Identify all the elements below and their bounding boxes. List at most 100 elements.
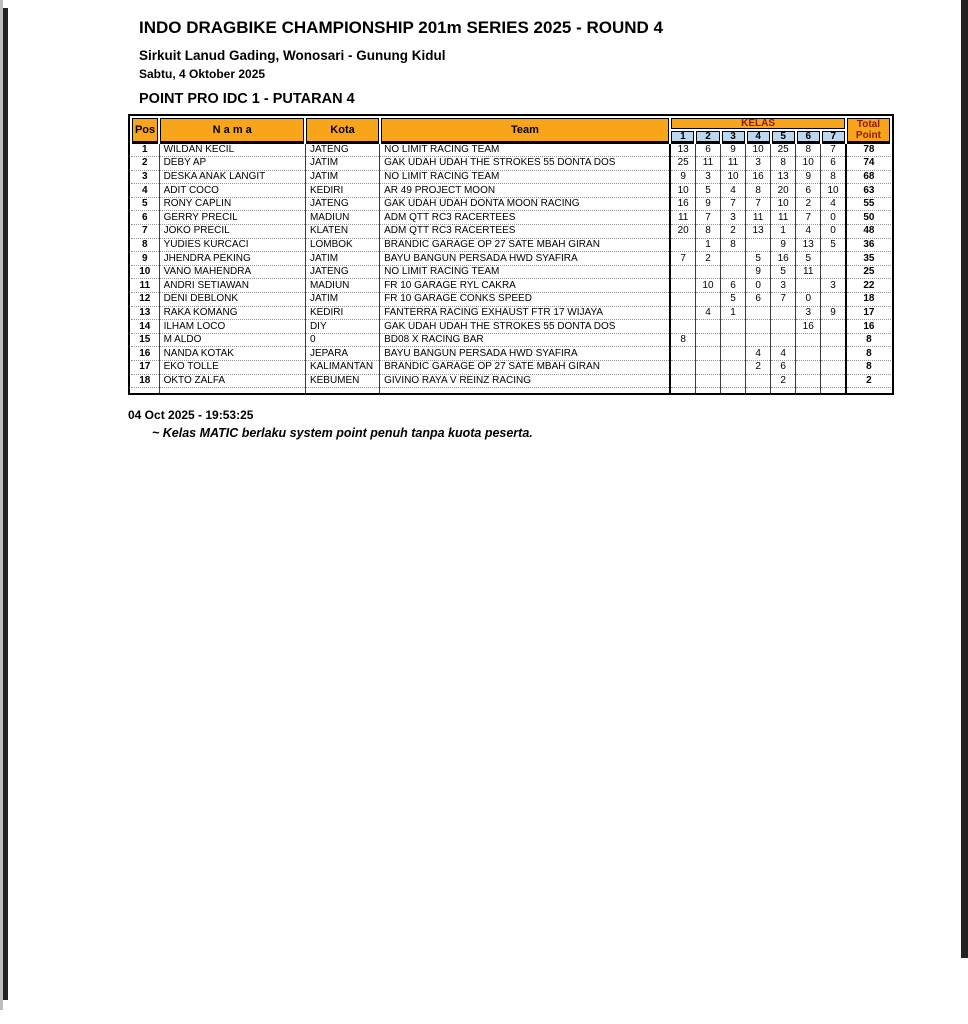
cell-nama: M ALDO bbox=[158, 333, 306, 348]
cell-kota: JATIM bbox=[304, 251, 380, 266]
cell-team: BRANDIC GARAGE OP 27 SATE MBAH GIRAN bbox=[379, 360, 671, 375]
cell-kelas-3: 4 bbox=[719, 183, 746, 198]
cell-nama: DEBY AP bbox=[158, 156, 306, 171]
cell-kelas-2: 11 bbox=[694, 156, 721, 171]
table-row: 11 ANDRI SETIAWAN MADIUN FR 10 GARAGE RYL C… bbox=[131, 278, 891, 294]
cell-kelas-6: 4 bbox=[795, 224, 821, 239]
cell-total: 16 bbox=[844, 319, 891, 334]
cell-kelas-2: 3 bbox=[694, 170, 721, 185]
cell-kelas-7: 0 bbox=[820, 224, 846, 239]
cell-pos: 3 bbox=[131, 170, 160, 185]
table-row: 8 YUDIES KURCACI LOMBOK BRANDIC GARAGE OP 2… bbox=[131, 238, 891, 253]
cell-pos: 12 bbox=[131, 292, 160, 307]
cell-nama: DENI DEBLONK bbox=[158, 292, 306, 307]
footer-note: ~ Kelas MATIC berlaku system point penuh… bbox=[152, 426, 533, 440]
cell-team: NO LIMIT RACING TEAM bbox=[379, 265, 671, 280]
cell-kelas-5: 1 bbox=[770, 224, 796, 239]
cell-total: 17 bbox=[844, 306, 891, 321]
cell-kelas-4: 8 bbox=[745, 183, 771, 198]
cell-kelas-6 bbox=[795, 346, 821, 361]
table-row: 6 GERRY PRECIL MADIUN ADM QTT RC3 RACERTEES… bbox=[131, 210, 891, 226]
cell-kelas-6 bbox=[795, 360, 821, 375]
cell-kota: 0 bbox=[304, 333, 380, 348]
cell-kelas-7: 4 bbox=[820, 197, 846, 212]
cell-kelas-2 bbox=[694, 333, 721, 348]
cell-kota: JATENG bbox=[304, 265, 380, 280]
cell-kelas-5: 3 bbox=[770, 278, 796, 294]
table-row: 17 EKO TOLLE KALIMANTAN BRANDIC GARAGE OP 2… bbox=[131, 360, 891, 375]
header-total-line1: Total bbox=[856, 118, 880, 130]
cell-team: ADM QTT RC3 RACERTEES bbox=[379, 210, 671, 226]
cell-kelas-4: 6 bbox=[745, 292, 771, 307]
cell-kelas-5: 6 bbox=[770, 360, 796, 375]
cell-kelas-5: 5 bbox=[770, 265, 796, 280]
cell-kelas-2: 9 bbox=[694, 197, 721, 212]
cell-pos: 2 bbox=[131, 156, 160, 171]
cell-nama: VANO MAHENDRA bbox=[158, 265, 306, 280]
cell-kelas-7 bbox=[820, 265, 846, 280]
cell-kelas-1: 16 bbox=[669, 197, 696, 212]
cell-kelas-4: 13 bbox=[745, 224, 771, 239]
cell-kota: MADIUN bbox=[304, 210, 380, 226]
cell-pos: 17 bbox=[131, 360, 160, 375]
cell-nama: JHENDRA PEKING bbox=[158, 251, 306, 266]
cell-total: 55 bbox=[844, 197, 891, 212]
cell-total bbox=[844, 387, 891, 393]
cell-kelas-4 bbox=[745, 319, 771, 334]
cell-kelas-3: 9 bbox=[719, 142, 746, 158]
table-row: 4 ADIT COCO KEDIRI AR 49 PROJECT MOON 10 5 4 8 2… bbox=[131, 183, 891, 198]
cell-team: BAYU BANGUN PERSADA HWD SYAFIRA bbox=[379, 251, 671, 266]
cell-kelas-2 bbox=[694, 292, 721, 307]
cell-kelas-6 bbox=[795, 387, 821, 393]
cell-team: ADM QTT RC3 RACERTEES bbox=[379, 224, 671, 239]
cell-kelas-2: 7 bbox=[694, 210, 721, 226]
cell-kelas-7: 3 bbox=[820, 278, 846, 294]
cell-kota: JATENG bbox=[304, 197, 380, 212]
left-edge-shadow bbox=[3, 8, 8, 1000]
cell-nama bbox=[158, 387, 306, 393]
cell-kelas-2: 1 bbox=[694, 238, 721, 253]
cell-kelas-7 bbox=[820, 346, 846, 361]
cell-kelas-4: 7 bbox=[745, 197, 771, 212]
cell-total: 8 bbox=[844, 333, 891, 348]
cell-kota: KEDIRI bbox=[304, 183, 380, 198]
table-row: 9 JHENDRA PEKING JATIM BAYU BANGUN PERSADA … bbox=[131, 251, 891, 266]
cell-kelas-5 bbox=[770, 319, 796, 334]
header-kelas-1: 1 bbox=[669, 129, 697, 144]
venue-line: Sirkuit Lanud Gading, Wonosari - Gunung … bbox=[139, 48, 446, 63]
cell-kelas-2 bbox=[694, 374, 721, 389]
cell-kota: KALIMANTAN bbox=[304, 360, 380, 375]
empty-row bbox=[131, 387, 891, 393]
cell-kelas-7 bbox=[820, 387, 846, 393]
cell-pos: 16 bbox=[131, 346, 160, 361]
cell-kota: JATENG bbox=[304, 142, 380, 158]
cell-kelas-5: 20 bbox=[770, 183, 796, 198]
cell-nama: OKTO ZALFA bbox=[158, 374, 306, 389]
cell-total: 50 bbox=[844, 210, 891, 226]
cell-kelas-5: 4 bbox=[770, 346, 796, 361]
cell-kelas-2 bbox=[694, 346, 721, 361]
cell-kota bbox=[304, 387, 380, 393]
cell-kelas-5: 25 bbox=[770, 142, 796, 158]
header-kelas-4: 4 bbox=[744, 129, 772, 144]
points-table-wrapper: Pos N a m a Kota Team KELAS Total Point 1… bbox=[128, 114, 894, 395]
cell-kelas-3 bbox=[719, 319, 746, 334]
cell-kelas-6: 0 bbox=[795, 292, 821, 307]
cell-kelas-2 bbox=[694, 360, 721, 375]
section-title: POINT PRO IDC 1 - PUTARAN 4 bbox=[139, 91, 355, 107]
cell-pos: 7 bbox=[131, 224, 160, 239]
cell-kelas-5: 10 bbox=[770, 197, 796, 212]
cell-pos: 10 bbox=[131, 265, 160, 280]
cell-kelas-3: 8 bbox=[719, 238, 746, 253]
cell-kota: KEDIRI bbox=[304, 306, 380, 321]
cell-nama: GERRY PRECIL bbox=[158, 210, 306, 226]
cell-kelas-2: 4 bbox=[694, 306, 721, 321]
cell-team bbox=[379, 387, 671, 393]
cell-kelas-6: 11 bbox=[795, 265, 821, 280]
header-total-line2: Point bbox=[855, 130, 881, 141]
cell-nama: ANDRI SETIAWAN bbox=[158, 278, 306, 294]
cell-total: 18 bbox=[844, 292, 891, 307]
cell-kelas-3 bbox=[719, 333, 746, 348]
cell-team: GAK UDAH UDAH THE STROKES 55 DONTA DOS bbox=[379, 319, 671, 334]
cell-kelas-5: 11 bbox=[770, 210, 796, 226]
